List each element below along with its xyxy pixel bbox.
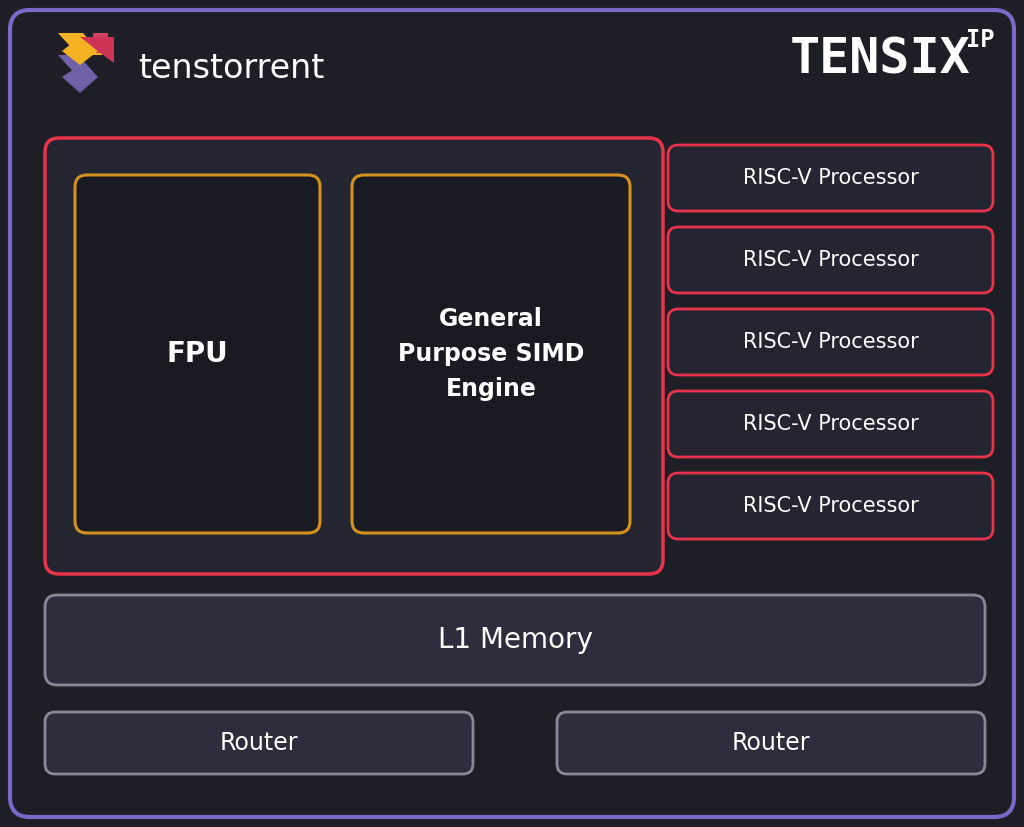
Text: FPU: FPU	[167, 340, 228, 368]
Polygon shape	[62, 65, 98, 93]
FancyBboxPatch shape	[75, 175, 319, 533]
Text: General
Purpose SIMD
Engine: General Purpose SIMD Engine	[397, 307, 584, 401]
FancyBboxPatch shape	[352, 175, 630, 533]
FancyBboxPatch shape	[45, 712, 473, 774]
Polygon shape	[58, 55, 98, 77]
FancyBboxPatch shape	[10, 10, 1014, 817]
Polygon shape	[93, 33, 108, 53]
Text: TENSIX: TENSIX	[790, 36, 971, 84]
FancyBboxPatch shape	[668, 145, 993, 211]
FancyBboxPatch shape	[668, 227, 993, 293]
Polygon shape	[58, 33, 103, 55]
Text: RISC-V Processor: RISC-V Processor	[742, 496, 919, 516]
FancyBboxPatch shape	[557, 712, 985, 774]
Text: L1 Memory: L1 Memory	[437, 626, 593, 654]
Text: tenstorrent: tenstorrent	[138, 51, 325, 84]
Polygon shape	[80, 37, 114, 63]
Text: IP: IP	[966, 28, 994, 52]
Text: RISC-V Processor: RISC-V Processor	[742, 332, 919, 352]
Text: Router: Router	[220, 731, 298, 755]
FancyBboxPatch shape	[668, 309, 993, 375]
Text: Router: Router	[732, 731, 810, 755]
Text: RISC-V Processor: RISC-V Processor	[742, 168, 919, 188]
Text: RISC-V Processor: RISC-V Processor	[742, 250, 919, 270]
FancyBboxPatch shape	[45, 138, 663, 574]
Text: RISC-V Processor: RISC-V Processor	[742, 414, 919, 434]
FancyBboxPatch shape	[668, 391, 993, 457]
FancyBboxPatch shape	[45, 595, 985, 685]
FancyBboxPatch shape	[668, 473, 993, 539]
Polygon shape	[62, 37, 98, 65]
